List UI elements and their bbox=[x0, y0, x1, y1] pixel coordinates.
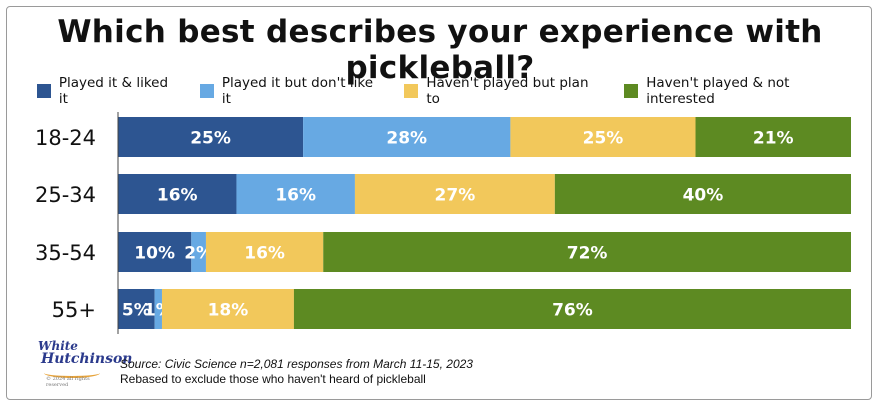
bar-35-54-series-3 bbox=[205, 232, 324, 272]
source-line-2: Rebased to exclude those who haven't hea… bbox=[120, 372, 426, 386]
legend-swatch-played-dislike bbox=[199, 84, 214, 98]
legend-swatch-played-liked bbox=[37, 84, 51, 98]
bar-55-series-2 bbox=[154, 289, 162, 329]
legend: Played it & liked it Played it but don't… bbox=[37, 75, 880, 107]
bar-35-54-series-1 bbox=[118, 232, 192, 272]
logo-line-3: © 2024 all rights reserved bbox=[46, 376, 90, 388]
category-label-18-24: 18-24 bbox=[35, 126, 96, 150]
logo-line-2: Hutchinson bbox=[41, 351, 133, 367]
data-label-55-series-1: 5% bbox=[122, 301, 151, 321]
data-label-55-series-3: 18% bbox=[208, 301, 249, 321]
bar-55-series-3 bbox=[161, 289, 294, 329]
data-label-25-34-series-2: 16% bbox=[275, 186, 316, 206]
data-label-18-24-series-1: 25% bbox=[190, 129, 231, 149]
data-label-25-34-series-1: 16% bbox=[157, 186, 198, 206]
legend-label-plan-to: Haven't played but plan to bbox=[426, 75, 589, 107]
category-label-25-34: 25-34 bbox=[35, 183, 96, 207]
data-label-18-24-series-2: 28% bbox=[386, 129, 427, 149]
legend-item-played-liked: Played it & liked it bbox=[37, 75, 180, 107]
bar-25-34-series-2 bbox=[236, 174, 355, 214]
legend-swatch-not-interested bbox=[624, 84, 639, 98]
category-label-35-54: 35-54 bbox=[35, 241, 96, 265]
bar-18-24-series-4 bbox=[695, 117, 851, 157]
legend-label-not-interested: Haven't played & not interested bbox=[646, 75, 790, 107]
bar-18-24-series-2 bbox=[303, 117, 511, 157]
data-label-35-54-series-1: 10% bbox=[134, 244, 175, 264]
bar-55-series-4 bbox=[293, 289, 851, 329]
bar-55-series-1 bbox=[118, 289, 155, 329]
legend-item-played-dislike: Played it but don't like it bbox=[199, 75, 385, 107]
chart-title: Which best describes your experience wit… bbox=[57, 14, 823, 86]
data-label-25-34-series-3: 27% bbox=[435, 186, 476, 206]
logo-line-1: White bbox=[38, 339, 78, 353]
white-hutchinson-logo: White Hutchinson © 2024 all rights reser… bbox=[38, 339, 133, 388]
bar-25-34-series-3 bbox=[354, 174, 555, 214]
bar-18-24-series-3 bbox=[510, 117, 696, 157]
source-line-1: Source: Civic Science n=2,081 responses … bbox=[120, 357, 473, 371]
data-label-35-54-series-2: 2% bbox=[184, 244, 213, 264]
source-note: Source: Civic Science n=2,081 responses … bbox=[120, 357, 473, 387]
data-label-55-series-4: 76% bbox=[552, 301, 593, 321]
data-label-25-34-series-4: 40% bbox=[683, 186, 724, 206]
legend-label-played-dislike: Played it but don't like it bbox=[221, 75, 374, 107]
data-label-35-54-series-3: 16% bbox=[244, 244, 285, 264]
legend-item-plan-to: Haven't played but plan to bbox=[404, 75, 604, 107]
bar-25-34-series-4 bbox=[554, 174, 851, 214]
legend-label-played-liked: Played it & liked it bbox=[58, 75, 169, 107]
bar-18-24-series-1 bbox=[118, 117, 304, 157]
logo-swoosh bbox=[44, 368, 100, 378]
data-label-18-24-series-4: 21% bbox=[753, 129, 794, 149]
bar-35-54-series-4 bbox=[323, 232, 851, 272]
legend-swatch-plan-to bbox=[404, 84, 419, 98]
legend-item-not-interested: Haven't played & not interested bbox=[624, 75, 860, 107]
bar-35-54-series-2 bbox=[191, 232, 206, 272]
data-label-18-24-series-3: 25% bbox=[583, 129, 624, 149]
category-label-55: 55+ bbox=[52, 298, 96, 322]
data-label-35-54-series-4: 72% bbox=[567, 244, 608, 264]
bar-25-34-series-1 bbox=[118, 174, 237, 214]
